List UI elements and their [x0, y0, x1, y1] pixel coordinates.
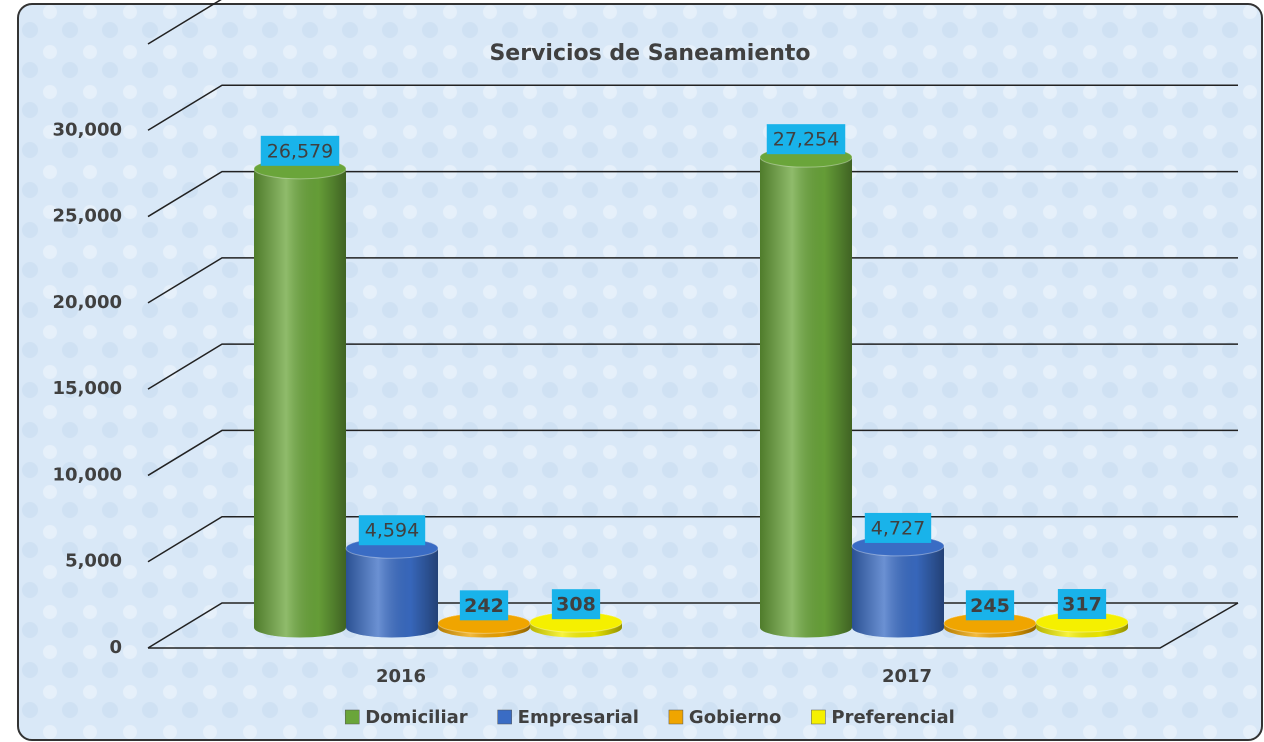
y-tick-label: 5,000	[65, 551, 122, 572]
legend-swatch	[344, 709, 360, 725]
legend: Domiciliar Empresarial Gobierno Preferencia…	[344, 707, 955, 728]
value-label-box	[260, 135, 340, 166]
bar-shade	[760, 147, 852, 638]
bar-shade	[346, 538, 438, 638]
value-label-box	[459, 590, 509, 621]
value-label: 27,254	[773, 129, 839, 151]
wall-edge	[147, 0, 222, 45]
legend-swatch	[811, 709, 826, 725]
value-label-box	[551, 589, 601, 620]
value-label: 26,579	[267, 140, 333, 162]
value-label: 4,594	[365, 520, 419, 542]
legend-label: Preferencial	[831, 707, 954, 728]
value-label: 4,727	[871, 517, 925, 539]
chart-title: Servicios de Saneamiento	[489, 41, 810, 66]
grid-line	[147, 170, 1238, 218]
y-tick-label: 20,000	[53, 292, 122, 313]
y-tick-label: 0	[109, 637, 122, 658]
value-label: 242	[464, 595, 504, 617]
x-tick-label: 2016	[376, 666, 426, 687]
grid-line	[147, 84, 1238, 131]
value-label-box	[965, 590, 1015, 621]
legend-label: Empresarial	[518, 707, 639, 728]
bar-shade	[852, 535, 944, 638]
legend-label: Domiciliar	[365, 707, 468, 728]
y-tick-label: 15,000	[53, 378, 122, 399]
x-tick-label: 2017	[882, 666, 932, 687]
value-label-box	[358, 515, 426, 546]
value-label: 308	[556, 594, 596, 616]
legend-label: Gobierno	[689, 707, 781, 728]
grid-line	[147, 429, 1238, 477]
value-label-box	[1057, 589, 1107, 620]
grid-line	[147, 257, 1238, 304]
legend-swatch	[668, 709, 684, 725]
y-tick-label: 30,000	[53, 119, 122, 140]
grid-line	[147, 343, 1238, 390]
value-label-box	[864, 512, 932, 543]
floor-edge	[148, 602, 1239, 649]
y-tick-label: 10,000	[53, 464, 122, 485]
value-label: 245	[970, 595, 1010, 617]
value-label: 317	[1062, 594, 1102, 616]
value-label-box	[766, 124, 846, 155]
bar-shade	[254, 158, 346, 638]
y-tick-label: 25,000	[53, 206, 122, 227]
legend-swatch	[497, 709, 512, 725]
